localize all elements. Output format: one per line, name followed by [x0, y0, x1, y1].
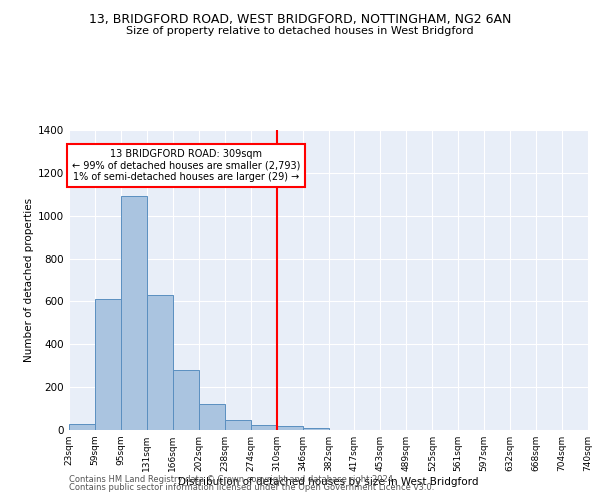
Text: Contains HM Land Registry data © Crown copyright and database right 2024.: Contains HM Land Registry data © Crown c… [69, 475, 395, 484]
Text: Size of property relative to detached houses in West Bridgford: Size of property relative to detached ho… [126, 26, 474, 36]
Bar [173, 370, 199, 430]
Text: 13, BRIDGFORD ROAD, WEST BRIDGFORD, NOTTINGHAM, NG2 6AN: 13, BRIDGFORD ROAD, WEST BRIDGFORD, NOTT… [89, 12, 511, 26]
Bar [302, 428, 329, 430]
Text: Contains public sector information licensed under the Open Government Licence v3: Contains public sector information licen… [69, 484, 434, 492]
Bar [251, 426, 277, 430]
Text: 13 BRIDGFORD ROAD: 309sqm
← 99% of detached houses are smaller (2,793)
1% of sem: 13 BRIDGFORD ROAD: 309sqm ← 99% of detac… [71, 150, 300, 182]
Bar [121, 196, 147, 430]
Bar [147, 295, 173, 430]
Bar [199, 404, 224, 430]
Bar [69, 424, 95, 430]
X-axis label: Distribution of detached houses by size in West Bridgford: Distribution of detached houses by size … [178, 477, 479, 487]
Bar [225, 420, 251, 430]
Y-axis label: Number of detached properties: Number of detached properties [24, 198, 34, 362]
Bar [277, 426, 302, 430]
Bar [95, 300, 121, 430]
